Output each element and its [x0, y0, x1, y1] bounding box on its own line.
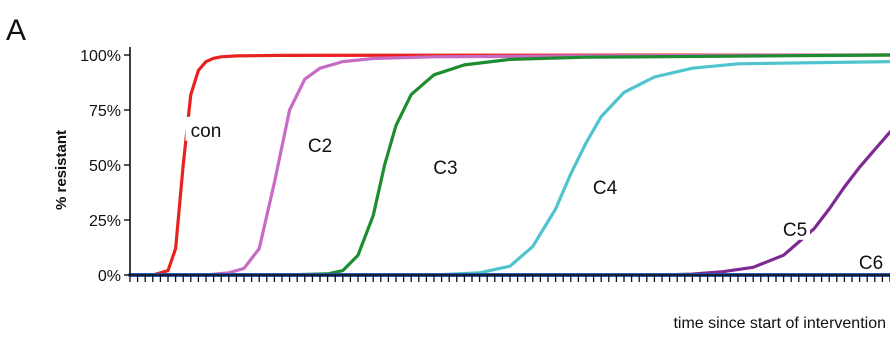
- series-labels: con C2 C3 C4 C5 C6: [185, 116, 886, 274]
- series-label-con: con: [191, 121, 222, 142]
- y-tick-label: 50%: [89, 158, 121, 175]
- y-tick-label: 25%: [89, 213, 121, 230]
- series-label-c3: C3: [433, 158, 457, 179]
- y-tick-label: 0%: [98, 268, 121, 285]
- series-line-c5: [128, 130, 890, 277]
- series-label-bg-c4: [590, 174, 620, 198]
- series-label-bg-c2: [305, 132, 335, 157]
- series-label-bg-c5: [780, 215, 810, 240]
- series-label-c4: C4: [593, 178, 618, 199]
- y-tick-label: 100%: [80, 48, 121, 65]
- series-label-c2: C2: [308, 136, 332, 157]
- series-label-bg-con: [185, 116, 227, 141]
- y-axis-title: % resistant: [53, 130, 70, 210]
- series-label-c5: C5: [783, 220, 807, 241]
- series-line-c2: [128, 53, 890, 277]
- y-tick-label: 75%: [89, 103, 121, 120]
- series-label-bg-c6: [856, 248, 886, 273]
- panel-label: A: [6, 14, 26, 47]
- axes: 0% 25% 50% 75% 100%: [80, 47, 890, 285]
- series-label-c6: C6: [859, 253, 883, 274]
- series-line-c4: [128, 59, 890, 277]
- series-label-bg-c3: [430, 154, 461, 179]
- x-axis-title: time since start of intervention: [673, 315, 886, 332]
- series-line-c3: [128, 53, 890, 277]
- series-line-con: [128, 53, 890, 277]
- series-layer: [128, 53, 890, 277]
